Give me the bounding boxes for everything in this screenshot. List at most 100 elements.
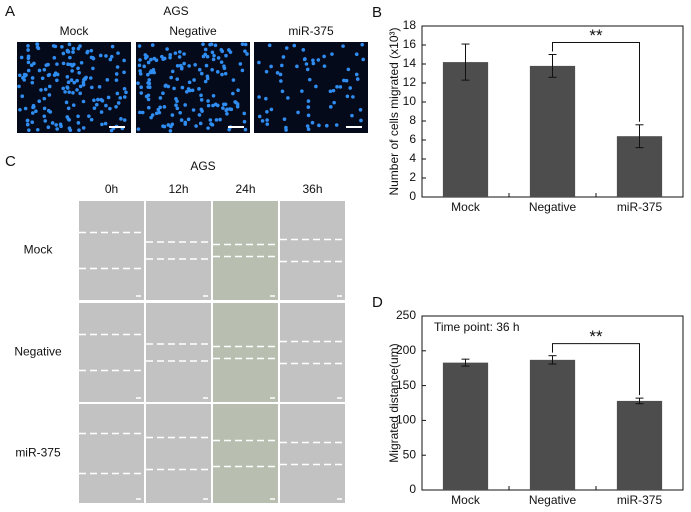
cell <box>114 105 118 109</box>
cell <box>46 125 51 130</box>
panel-letter: A <box>5 3 15 20</box>
cell <box>245 52 249 56</box>
cell <box>361 57 366 62</box>
cell <box>149 57 153 62</box>
cell <box>210 123 215 127</box>
cell <box>301 48 306 52</box>
image-bg <box>79 404 144 503</box>
cell <box>205 54 210 59</box>
cell <box>182 61 186 66</box>
cell <box>264 96 268 101</box>
bar <box>442 362 489 490</box>
cell <box>147 78 152 82</box>
bar <box>529 65 576 198</box>
cell <box>63 90 67 94</box>
image-bg <box>17 42 131 133</box>
cell <box>223 71 228 76</box>
error-bar <box>635 124 644 149</box>
cell <box>122 95 127 99</box>
cell <box>97 85 102 89</box>
significance-bracket <box>552 42 640 122</box>
x-tick-label: miR-375 <box>617 200 663 214</box>
cell <box>302 57 307 62</box>
cell <box>184 90 189 94</box>
cell <box>173 51 178 55</box>
cell <box>81 83 86 87</box>
cell <box>328 89 333 94</box>
cell <box>104 103 108 108</box>
cell <box>265 109 269 114</box>
cell <box>26 54 31 59</box>
error-bar <box>548 54 557 78</box>
cell <box>236 88 240 93</box>
cell <box>81 126 86 130</box>
cell <box>360 42 365 47</box>
cell <box>240 68 245 73</box>
cell <box>193 62 197 67</box>
cell <box>71 90 75 95</box>
cell <box>213 43 218 48</box>
cell <box>267 43 272 48</box>
cell <box>124 90 128 95</box>
wound-image <box>213 303 278 402</box>
cell <box>284 46 289 50</box>
y-tick-label: 0 <box>409 189 416 203</box>
error-bar <box>548 355 557 365</box>
cell <box>20 94 25 99</box>
cell <box>143 53 148 57</box>
cell <box>104 54 108 58</box>
cell <box>228 107 232 111</box>
cell <box>146 72 150 77</box>
cell <box>242 119 247 124</box>
cell <box>216 56 221 60</box>
cell <box>70 64 75 68</box>
error-bar <box>461 358 470 367</box>
cell <box>341 44 345 48</box>
image-bg <box>136 42 250 133</box>
cell <box>42 114 47 119</box>
cell <box>61 51 66 56</box>
cell <box>150 43 155 47</box>
cell <box>76 114 80 119</box>
cell <box>224 108 228 113</box>
wound-image <box>146 303 211 402</box>
cell <box>17 84 21 89</box>
wound-image <box>79 404 144 503</box>
column-label: 36h <box>302 182 322 196</box>
cell <box>71 50 75 54</box>
cell <box>71 46 76 51</box>
cell <box>280 63 284 68</box>
wound-image <box>213 201 278 300</box>
cell <box>17 73 22 78</box>
cell <box>206 103 211 108</box>
cell <box>89 48 94 53</box>
image-bg <box>79 201 144 300</box>
cell <box>168 129 173 133</box>
cell <box>114 72 119 76</box>
row-label: miR-375 <box>15 446 61 460</box>
cell <box>34 109 38 114</box>
cell <box>75 88 79 92</box>
x-tick-label: Mock <box>451 493 481 507</box>
cell <box>106 95 111 100</box>
x-tick-label: miR-375 <box>617 493 663 507</box>
cell <box>114 78 119 82</box>
cell <box>344 78 349 83</box>
cell <box>183 103 187 107</box>
cell <box>177 55 182 59</box>
cell <box>282 117 287 121</box>
panel-letter: B <box>372 4 382 21</box>
cell <box>115 65 120 69</box>
cell <box>146 97 151 102</box>
cell <box>116 51 120 55</box>
cell <box>61 86 66 91</box>
cell <box>286 96 290 100</box>
cell <box>43 119 48 123</box>
y-tick-label: 150 <box>396 378 416 392</box>
cell <box>205 76 210 81</box>
cell <box>198 121 203 126</box>
cell <box>334 123 339 127</box>
image-bg <box>79 303 144 402</box>
cell <box>305 124 310 128</box>
cell <box>170 122 175 127</box>
